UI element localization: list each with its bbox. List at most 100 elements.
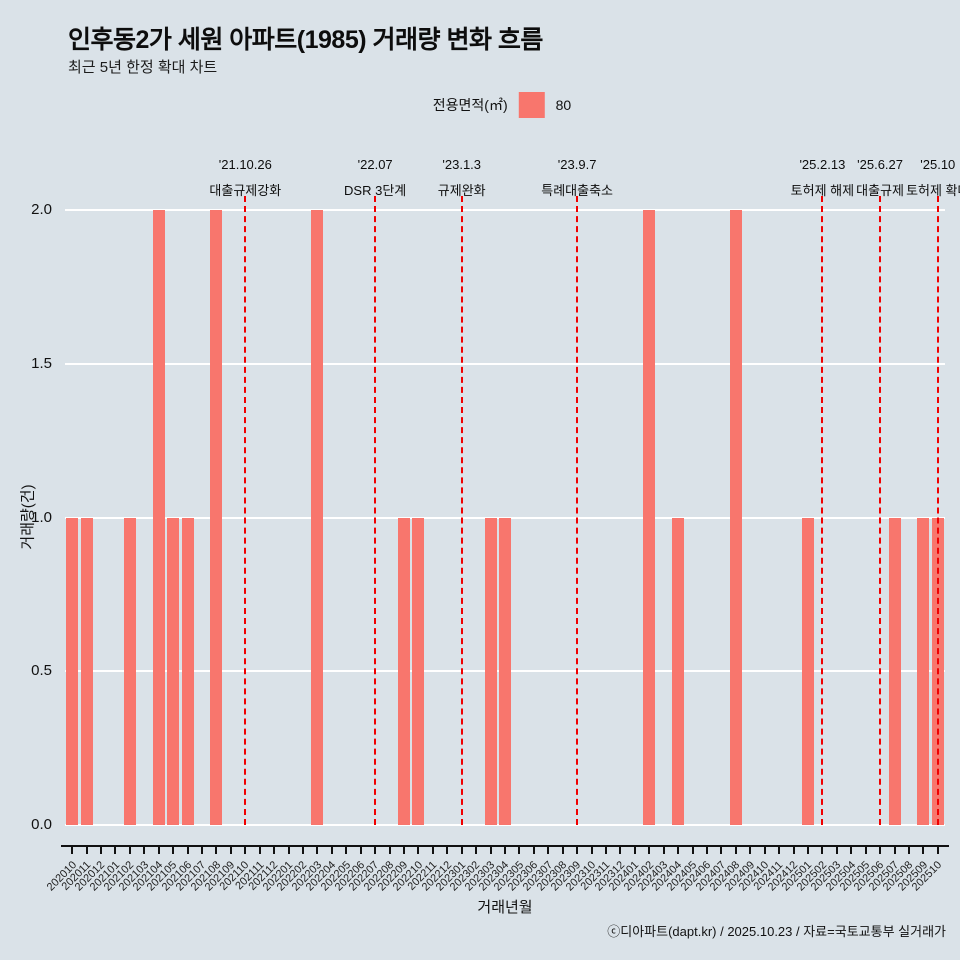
annotation-line: [879, 196, 882, 825]
x-tick: [85, 847, 88, 854]
bar: [167, 517, 180, 825]
x-tick: [763, 847, 766, 854]
bar: [123, 517, 136, 825]
legend: 전용면적(㎡) 80: [433, 92, 571, 118]
x-tick: [749, 847, 752, 854]
x-tick: [330, 847, 333, 854]
x-tick: [460, 847, 463, 854]
x-tick: [128, 847, 131, 854]
x-tick: [720, 847, 723, 854]
x-tick: [143, 847, 146, 854]
x-tick: [734, 847, 737, 854]
bar: [499, 517, 511, 825]
x-tick: [778, 847, 781, 854]
x-tick: [258, 847, 261, 854]
annotation-date: '25.10: [920, 157, 956, 172]
bar: [888, 517, 901, 825]
x-tick: [201, 847, 204, 854]
x-tick: [576, 847, 579, 854]
annotation-label: 특례대출축소: [541, 183, 614, 198]
annotation-line: [821, 196, 824, 825]
gridline: [65, 209, 945, 211]
x-tick: [922, 847, 925, 854]
x-tick: [100, 847, 103, 854]
x-tick: [172, 847, 175, 854]
annotation-label: 토허제 해제: [790, 183, 855, 198]
annotation-line: [576, 196, 579, 825]
annotation-line: [244, 196, 247, 825]
bar: [484, 517, 497, 825]
annotation-label: 토허제 확대: [906, 183, 960, 198]
x-tick: [936, 847, 939, 854]
x-axis-line: [61, 845, 949, 847]
x-tick: [648, 847, 651, 854]
page-subtitle: 최근 5년 한정 확대 차트: [68, 59, 218, 76]
x-tick: [287, 847, 290, 854]
x-tick: [114, 847, 117, 854]
x-tick: [273, 847, 276, 854]
x-tick: [157, 847, 160, 854]
bar: [311, 210, 324, 825]
annotation-label: 규제완화: [437, 183, 486, 198]
x-tick: [518, 847, 521, 854]
bar: [672, 517, 685, 825]
page-title: 인후동2가 세원 아파트(1985) 거래량 변화 흐름: [68, 26, 543, 54]
x-tick: [691, 847, 694, 854]
x-tick: [821, 847, 824, 854]
bar: [398, 517, 411, 825]
x-tick: [388, 847, 391, 854]
x-tick: [489, 847, 492, 854]
x-tick: [374, 847, 377, 854]
annotation-label: DSR 3단계: [344, 183, 407, 198]
x-tick: [879, 847, 882, 854]
x-tick: [431, 847, 434, 854]
x-tick: [850, 847, 853, 854]
x-tick: [547, 847, 550, 854]
x-tick: [417, 847, 420, 854]
bar: [643, 210, 656, 825]
x-tick: [806, 847, 809, 854]
x-tick: [345, 847, 348, 854]
x-tick: [359, 847, 362, 854]
annotation-date: '25.6.27: [857, 157, 904, 172]
x-tick: [893, 847, 896, 854]
annotation-line: [460, 196, 463, 825]
y-tick-label: 1.0: [31, 508, 52, 526]
gridline: [65, 362, 945, 365]
x-tick: [244, 847, 247, 854]
x-axis-title: 거래년월: [477, 899, 533, 916]
x-tick: [604, 847, 607, 854]
x-tick: [215, 847, 218, 854]
annotation-line: [374, 196, 377, 825]
x-tick: [835, 847, 838, 854]
x-tick: [71, 847, 74, 854]
bar: [729, 210, 742, 825]
x-tick: [705, 847, 708, 854]
x-tick: [633, 847, 636, 854]
legend-swatch: [518, 92, 545, 118]
x-tick: [907, 847, 910, 854]
x-tick: [864, 847, 867, 854]
legend-item-label: 80: [555, 97, 572, 113]
x-tick: [677, 847, 680, 854]
y-tick-label: 0.0: [31, 816, 52, 833]
annotation-date: '23.9.7: [557, 157, 597, 172]
x-tick: [619, 847, 622, 854]
annotation-date: '21.10.26: [218, 157, 272, 172]
annotation-label: 대출규제: [856, 183, 904, 198]
bar: [181, 517, 194, 825]
annotation-line: [936, 196, 939, 825]
bar: [152, 210, 165, 825]
y-tick-label: 0.5: [31, 662, 52, 680]
legend-title: 전용면적(㎡): [432, 97, 508, 113]
y-tick-label: 2.0: [31, 201, 52, 218]
x-tick: [561, 847, 564, 854]
x-tick: [302, 847, 305, 854]
annotation-label: 대출규제강화: [209, 183, 282, 198]
x-tick: [229, 847, 232, 854]
credit-line: ⓒ디아파트(dapt.kr) / 2025.10.23 / 자료=국토교통부 실…: [607, 924, 946, 939]
x-tick: [475, 847, 478, 854]
annotation-date: '23.1.3: [442, 157, 482, 172]
x-tick: [662, 847, 665, 854]
